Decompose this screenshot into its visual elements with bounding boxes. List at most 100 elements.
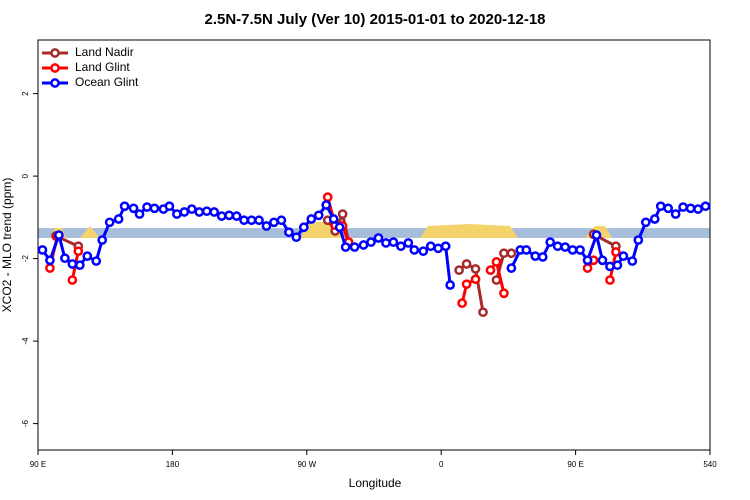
data-point: [396, 241, 406, 252]
data-point: [499, 288, 509, 299]
data-point: [149, 203, 160, 214]
data-point: [45, 263, 55, 273]
data-point: [693, 204, 703, 214]
data-point: [433, 243, 444, 254]
data-point: [470, 274, 481, 285]
data-point: [172, 209, 182, 219]
x-tick-label: 540: [703, 460, 717, 469]
data-point: [164, 201, 175, 212]
data-point: [142, 202, 152, 212]
data-point: [349, 242, 360, 252]
legend-marker: [50, 63, 60, 73]
data-point: [82, 251, 93, 261]
data-point: [381, 238, 391, 248]
data-point: [403, 238, 414, 248]
data-point: [269, 217, 279, 228]
data-point: [537, 252, 548, 262]
data-point: [134, 209, 145, 219]
band-layer: [38, 228, 710, 238]
data-point: [640, 217, 651, 228]
data-point: [663, 203, 674, 214]
data-point: [366, 237, 376, 247]
data-point: [201, 206, 212, 217]
data-point: [506, 248, 517, 259]
data-point: [291, 232, 302, 243]
legend-marker: [50, 48, 60, 58]
x-axis-label: Longitude: [349, 476, 402, 490]
data-point: [73, 246, 84, 257]
data-point: [670, 209, 681, 219]
data-point: [552, 241, 563, 252]
data-point: [521, 245, 532, 255]
data-point: [194, 207, 205, 217]
data-point: [298, 222, 309, 233]
land-patch: [80, 226, 100, 238]
data-point: [461, 279, 472, 290]
data-point: [209, 207, 220, 217]
x-tick-label: 90 W: [297, 460, 316, 469]
legend-label: Land Glint: [75, 60, 130, 74]
data-point: [478, 307, 488, 318]
data-point: [254, 215, 264, 226]
data-point: [454, 265, 464, 276]
data-point: [239, 215, 249, 226]
x-tick-label: 90 E: [567, 460, 583, 469]
y-tick-label: 2: [21, 91, 30, 96]
data-point: [649, 214, 660, 224]
x-tick-label: 90 E: [30, 460, 46, 469]
data-point: [618, 251, 629, 261]
legend-label: Ocean Glint: [75, 75, 139, 89]
data-point: [306, 214, 317, 224]
data-point: [567, 245, 578, 255]
data-point: [45, 255, 55, 266]
data-point: [321, 200, 332, 210]
reference-band: [38, 228, 710, 238]
data-point: [445, 280, 456, 290]
data-point: [685, 203, 696, 214]
data-point: [470, 264, 481, 274]
data-point: [582, 263, 593, 273]
data-point: [409, 245, 420, 255]
data-point: [328, 214, 339, 224]
data-point: [128, 203, 139, 214]
data-point: [425, 241, 436, 252]
data-point: [605, 261, 615, 272]
data-point: [322, 192, 333, 203]
legend-marker: [50, 78, 60, 88]
data-point: [231, 211, 242, 221]
legend-label: Land Nadir: [75, 45, 134, 59]
data-point: [485, 265, 496, 276]
y-tick-label: -6: [21, 420, 30, 428]
data-point: [582, 255, 593, 266]
data-point: [506, 263, 517, 273]
data-point: [461, 259, 472, 269]
data-point: [440, 241, 451, 252]
data-point: [530, 251, 541, 261]
data-point: [388, 237, 399, 247]
data-point: [591, 230, 602, 240]
data-point: [179, 207, 190, 217]
y-tick-label: -4: [21, 337, 30, 345]
data-point: [74, 260, 85, 271]
data-point: [418, 246, 429, 257]
data-point: [337, 209, 348, 219]
data-point: [104, 217, 115, 228]
data-point: [700, 201, 711, 212]
data-point: [457, 298, 467, 309]
data-point: [284, 227, 294, 238]
data-point: [633, 235, 644, 245]
data-point: [612, 260, 623, 271]
data-point: [67, 275, 78, 285]
data-point: [358, 240, 369, 250]
data-point: [678, 202, 688, 212]
data-point: [605, 275, 615, 285]
data-point: [276, 215, 287, 226]
data-point: [334, 222, 345, 233]
data-point: [627, 256, 638, 266]
data-point: [224, 210, 234, 221]
data-point: [37, 245, 48, 255]
x-tick-label: 180: [166, 460, 180, 469]
data-point: [597, 255, 608, 266]
